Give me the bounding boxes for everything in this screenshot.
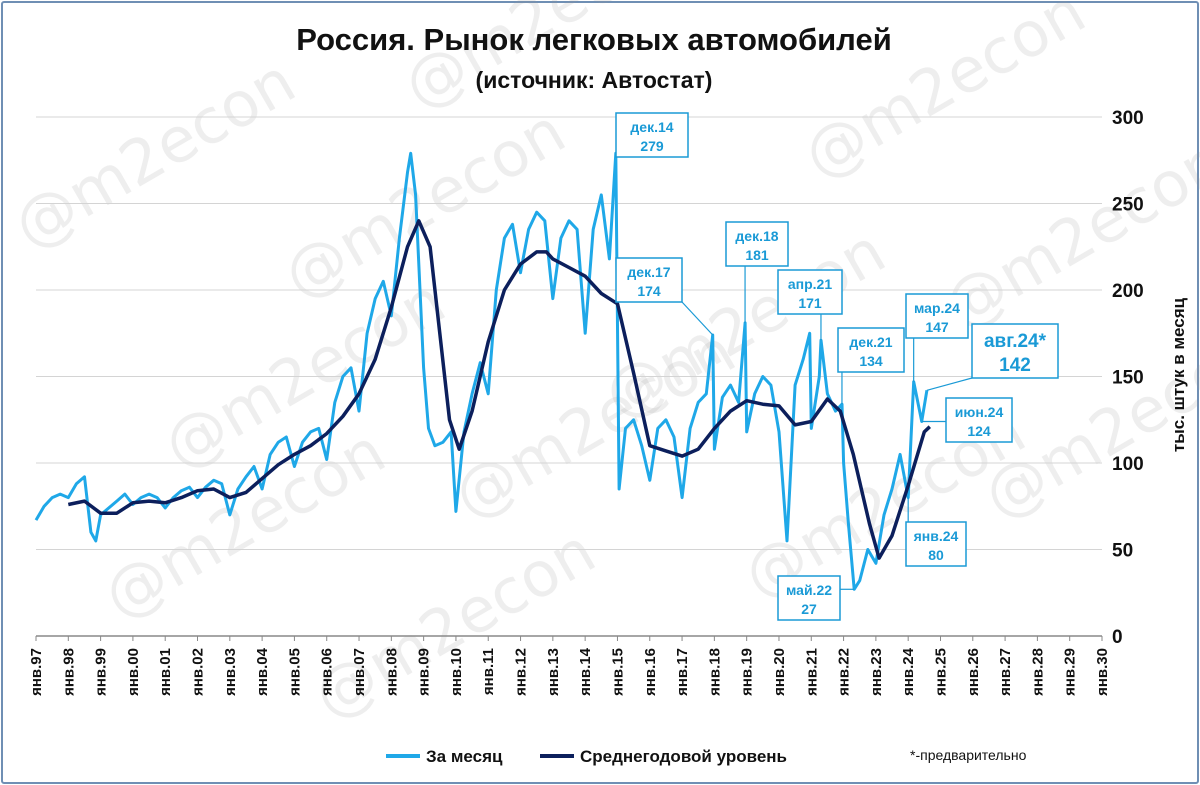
annotation-value: 174 — [637, 283, 661, 299]
chart-title: Россия. Рынок легковых автомобилей — [296, 22, 892, 57]
annotation-label: дек.17 — [627, 264, 670, 280]
annotation-label: дек.18 — [735, 228, 778, 244]
annotation-label: дек.14 — [630, 119, 673, 135]
annotation-box — [615, 257, 683, 303]
annotation-value: 134 — [859, 353, 883, 369]
x-tick-label: янв.13 — [545, 648, 562, 696]
annotation-label: дек.21 — [849, 334, 892, 350]
annotation-label: май.22 — [786, 582, 832, 598]
series-line-monthly — [34, 151, 929, 591]
x-tick-label: янв.07 — [351, 648, 368, 696]
watermark-text: @m2econ — [931, 124, 1200, 343]
y-tick-label: 200 — [1112, 281, 1144, 302]
x-tick-label: янв.09 — [416, 648, 433, 696]
x-tick-label: янв.02 — [190, 648, 207, 696]
x-tick-label: янв.01 — [157, 648, 174, 696]
annotation-leader — [926, 377, 973, 391]
legend-label-monthly: За месяц — [426, 747, 503, 766]
x-tick-label: янв.24 — [900, 647, 917, 696]
x-tick-label: янв.17 — [674, 648, 691, 696]
annotation-label: янв.24 — [914, 528, 959, 544]
x-tick-label: янв.26 — [965, 648, 982, 696]
x-tick-label: янв.23 — [868, 648, 885, 696]
chart-subtitle: (источник: Автостат) — [476, 67, 713, 93]
annotation-label: июн.24 — [955, 404, 1004, 420]
annotation-value: 142 — [999, 355, 1031, 376]
annotation-label: мар.24 — [914, 300, 960, 316]
legend-label-average: Среднегодовой уровень — [580, 747, 787, 766]
y-tick-label: 150 — [1112, 368, 1144, 389]
annotation-box — [945, 397, 1013, 443]
legend: За месяц Среднегодовой уровень *-предвар… — [386, 747, 1027, 766]
x-tick-label: янв.20 — [771, 648, 788, 696]
annotation-box — [725, 221, 789, 267]
x-tick-label: янв.99 — [93, 648, 110, 696]
y-tick-label: 250 — [1112, 195, 1144, 216]
x-tick-label: янв.18 — [706, 648, 723, 696]
annotation-label: апр.21 — [788, 276, 832, 292]
x-tick-label: янв.28 — [1029, 648, 1046, 696]
x-axis-ticks: янв.97 янв.98 янв.99 янв.00 янв.01 янв.02 янв.… — [28, 636, 1111, 696]
x-tick-label: янв.03 — [222, 648, 239, 696]
annotations: дек.14 279 дек.17 174 дек.18 181 апр.21 171 дек.… — [615, 112, 1059, 621]
y-tick-label: 0 — [1112, 627, 1123, 648]
annotation-value: 147 — [925, 319, 949, 335]
y-axis-ticks: 0 50 100 150 200 250 300 — [1112, 108, 1144, 648]
x-tick-label: янв.00 — [125, 648, 142, 696]
annotation-value: 279 — [640, 138, 664, 154]
x-tick-label: янв.25 — [932, 648, 949, 696]
annotation-label: авг.24* — [984, 331, 1047, 352]
x-tick-label: янв.12 — [513, 648, 530, 696]
y-tick-label: 100 — [1112, 454, 1144, 475]
x-tick-label: янв.97 — [28, 648, 45, 696]
x-tick-label: янв.16 — [642, 648, 659, 696]
x-tick-label: янв.10 — [448, 648, 465, 696]
annotation-box — [905, 521, 967, 567]
annotation-box — [777, 269, 843, 315]
x-tick-label: янв.98 — [60, 648, 77, 696]
annotation-value: 171 — [798, 295, 822, 311]
watermark-text: @m2econ — [301, 514, 607, 733]
annotation-box — [837, 327, 905, 373]
x-tick-label: янв.22 — [836, 648, 853, 696]
x-tick-label: янв.08 — [383, 648, 400, 696]
watermark-text: @m2econ — [1, 44, 307, 263]
x-tick-label: янв.14 — [577, 647, 594, 696]
x-tick-label: янв.21 — [803, 648, 820, 696]
annotation-value: 27 — [801, 601, 817, 617]
annotation-value: 181 — [745, 247, 769, 263]
annotation-box — [777, 575, 841, 621]
y-tick-label: 50 — [1112, 541, 1133, 562]
x-tick-label: янв.04 — [254, 647, 271, 696]
x-tick-label: янв.15 — [609, 648, 626, 696]
footnote: *-предварительно — [910, 747, 1027, 763]
series-line-average — [67, 219, 932, 560]
annotation-leader — [681, 301, 714, 336]
annotation-value: 124 — [967, 423, 991, 439]
annotation-value: 80 — [928, 547, 944, 563]
x-tick-label: янв.05 — [286, 648, 303, 696]
annotation-box — [615, 112, 689, 158]
x-tick-label: янв.29 — [1062, 648, 1079, 696]
x-tick-label: янв.27 — [997, 648, 1014, 696]
annotation-box — [905, 293, 969, 339]
y-axis-label: тыс. штук в месяц — [1169, 297, 1188, 452]
x-tick-label: янв.06 — [319, 648, 336, 696]
x-tick-label: янв.30 — [1094, 648, 1111, 696]
annotation-box — [971, 323, 1059, 379]
x-tick-label: янв.19 — [739, 648, 756, 696]
series-lines — [34, 151, 932, 591]
y-tick-label: 300 — [1112, 108, 1144, 129]
x-tick-label: янв.11 — [480, 648, 497, 695]
